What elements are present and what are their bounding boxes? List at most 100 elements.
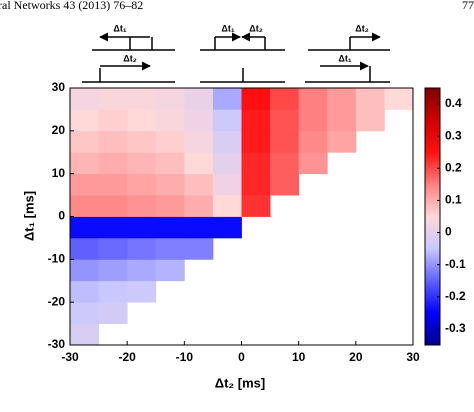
- heatmap-cell: [184, 195, 214, 217]
- schematic-2: [200, 32, 285, 83]
- schematic-1: [82, 32, 175, 83]
- heatmap-cell: [327, 88, 357, 110]
- annotation: Δt₂: [123, 53, 136, 63]
- heatmap-cell: [155, 237, 185, 260]
- heatmap-cell: [270, 88, 300, 110]
- colorbar-tick-label: 0.1: [445, 193, 462, 207]
- heatmap-cell: [155, 130, 185, 153]
- heatmap-cell: [270, 173, 300, 196]
- heatmap-cell: [98, 88, 128, 110]
- colorbar-tick-label: -0.3: [445, 321, 466, 335]
- heatmap-cell: [241, 130, 271, 153]
- heatmap-cell: [98, 216, 128, 239]
- heatmap-cell: [98, 237, 128, 260]
- y-tick-label: 10: [52, 166, 66, 180]
- heatmap-cell: [184, 88, 214, 110]
- heatmap-cell: [270, 152, 300, 175]
- x-tick-label: 10: [292, 350, 306, 364]
- x-tick-label: -20: [118, 350, 136, 364]
- heatmap-cell: [70, 237, 99, 260]
- colorbar-tick-label: -0.2: [445, 289, 466, 303]
- heatmap-cell: [184, 109, 214, 132]
- heatmap-cell: [184, 173, 214, 196]
- colorbar-tick-label: 0.4: [445, 96, 462, 110]
- heatmap-cell: [384, 88, 414, 110]
- heatmap-cell: [270, 109, 300, 132]
- colorbar-tick-label: 0.2: [445, 160, 462, 174]
- x-tick-label: -30: [61, 350, 79, 364]
- heatmap-cell: [127, 130, 157, 153]
- journal-header: ral Networks 43 (2013) 76–82: [0, 0, 143, 12]
- heatmap-cell: [70, 280, 99, 303]
- heatmap-cell: [270, 130, 300, 153]
- heatmap-cell: [70, 302, 99, 324]
- heatmap-cell: [127, 259, 157, 282]
- annotation: Δt₂: [355, 23, 368, 33]
- annotation: Δt₁: [338, 53, 351, 63]
- heatmap-cell: [70, 259, 99, 282]
- heatmap-cell: [127, 109, 157, 132]
- colorbar-tick-label: 0: [445, 225, 452, 239]
- heatmap-cell: [98, 152, 128, 175]
- heatmap-cell: [98, 195, 128, 217]
- heatmap-cell: [298, 109, 328, 132]
- heatmap-cell: [241, 195, 271, 217]
- heatmap-cell: [98, 109, 128, 132]
- heatmap-cell: [241, 173, 271, 196]
- heatmap-cell: [212, 195, 242, 217]
- colorbar-tick-label: 0.3: [445, 128, 462, 142]
- heatmap-cell: [212, 152, 242, 175]
- heatmap-cell: [70, 323, 99, 346]
- colorbar-tick-label: -0.1: [445, 257, 466, 271]
- heatmap-cell: [327, 130, 357, 153]
- heatmap-cell: [70, 173, 99, 196]
- heatmap-cell: [212, 88, 242, 110]
- heatmap-cell: [155, 109, 185, 132]
- heatmap-cell: [155, 195, 185, 217]
- heatmap-cell: [155, 173, 185, 196]
- heatmap-cell: [155, 259, 185, 282]
- heatmap-cell: [298, 88, 328, 110]
- x-tick-label: -10: [176, 350, 194, 364]
- heatmap-cell: [355, 88, 385, 110]
- heatmap-cell: [70, 195, 99, 217]
- heatmap-cell: [127, 237, 157, 260]
- heatmap-cell: [127, 173, 157, 196]
- x-tick-label: 0: [238, 350, 245, 364]
- heatmap-cell: [212, 216, 242, 239]
- heatmap-cell: [327, 109, 357, 132]
- heatmap-cell: [241, 152, 271, 175]
- annotation: Δt₂: [249, 23, 262, 33]
- y-tick-label: 0: [58, 209, 65, 223]
- y-tick-label: -30: [48, 337, 66, 351]
- y-tick-label: -10: [48, 252, 66, 266]
- schematic-3: [305, 32, 390, 83]
- heatmap-cell: [298, 130, 328, 153]
- y-tick-label: -20: [48, 294, 66, 308]
- heatmap-cell: [98, 259, 128, 282]
- colorbar: [424, 87, 441, 346]
- heatmap-cell: [70, 130, 99, 153]
- heatmap-cell: [70, 152, 99, 175]
- heatmap-cell: [155, 152, 185, 175]
- x-tick-label: 20: [349, 350, 363, 364]
- heatmap-cell: [241, 88, 271, 110]
- y-axis-label: Δt₁ [ms]: [21, 191, 36, 241]
- heatmap-cell: [212, 109, 242, 132]
- heatmap-cell: [355, 109, 385, 132]
- heatmap-cell: [212, 173, 242, 196]
- annotation: Δt₁: [113, 23, 126, 33]
- heatmap-cell: [184, 152, 214, 175]
- y-tick-label: 20: [52, 123, 66, 137]
- heatmap-cell: [127, 152, 157, 175]
- heatmap-cell: [98, 130, 128, 153]
- heatmap-cell: [127, 216, 157, 239]
- page-number: 77: [462, 0, 474, 12]
- heatmap-cell: [184, 237, 214, 260]
- heatmap-cell: [155, 216, 185, 239]
- heatmap-cell: [127, 195, 157, 217]
- heatmap-cell: [298, 152, 328, 175]
- x-axis-label: Δt₂ [ms]: [215, 375, 266, 390]
- heatmap-cell: [70, 88, 99, 110]
